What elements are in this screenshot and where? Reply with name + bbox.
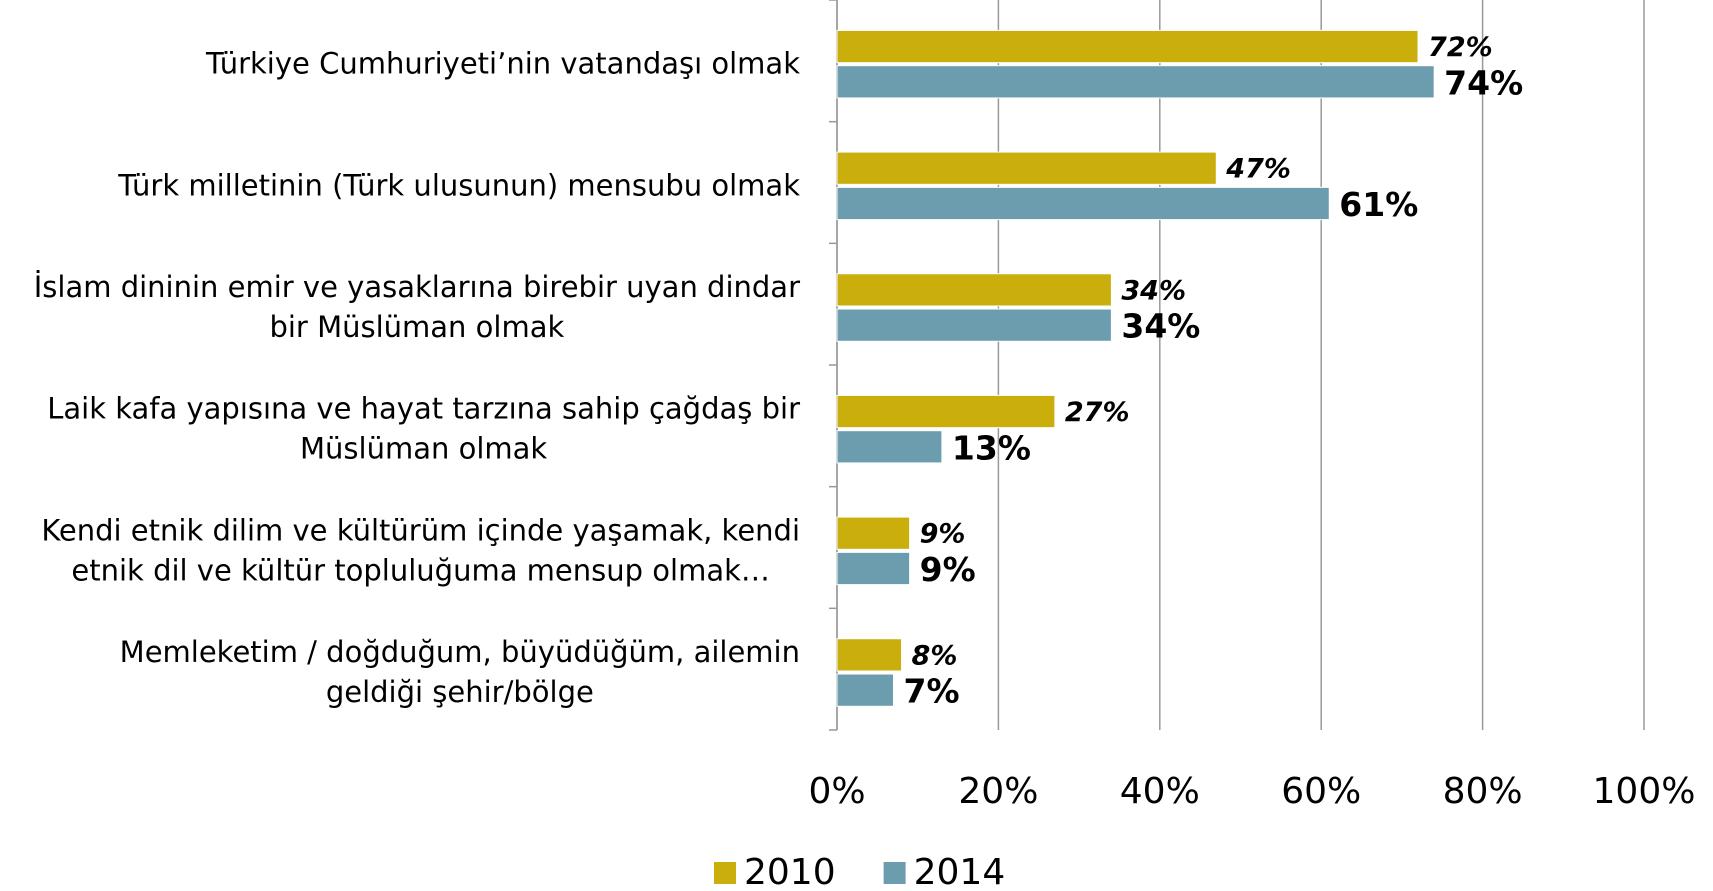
x-tick-label: 100% [1593,771,1696,812]
legend-swatch [883,862,906,884]
value-label: 61% [1339,185,1418,224]
value-label: 7% [903,672,959,711]
x-tick-label: 20% [958,771,1038,812]
value-label: 34% [1121,275,1186,306]
bar [836,273,1112,307]
value-label: 72% [1428,32,1493,63]
y-tick-label: İslam dininin emir ve yasaklarına birebi… [34,270,800,304]
value-label: 9% [920,550,976,589]
y-tick-label: Türkiye Cumhuriyeti’nin vatandaşı olmak [205,47,800,81]
y-tick-label: Memleketim / doğduğum, büyüdüğüm, ailemi… [120,635,800,669]
bar [836,186,1330,221]
y-tick-label: Laik kafa yapısına ve hayat tarzına sahi… [47,392,800,426]
bar [836,638,903,672]
x-tick-label: 80% [1443,771,1523,812]
legend-label: 2014 [914,852,1006,891]
bar [836,551,911,586]
value-label: 13% [952,428,1031,467]
y-tick-label: bir Müslüman olmak [269,310,564,344]
legend-swatch [714,862,736,884]
x-tick-label: 0% [808,771,865,812]
x-tick-label: 60% [1281,771,1361,812]
value-label: 8% [912,640,958,671]
bar [836,29,1419,64]
y-tick-label: Kendi etnik dilim ve kültürüm içinde yaş… [41,513,800,547]
bar [836,308,1112,342]
value-label: 34% [1121,307,1200,346]
y-tick-label: Türk milletinin (Türk ulusunun) mensubu … [117,168,800,202]
y-tick-label: geldiği şehir/bölge [326,675,594,709]
value-label: 74% [1444,63,1523,102]
y-tick-label: Müslüman olmak [300,432,547,466]
bar [836,394,1056,429]
bar [836,516,911,550]
legend-label: 2010 [744,852,836,891]
y-tick-label: etnik dil ve kültür topluluğuma mensup o… [71,553,769,587]
value-label: 9% [920,519,966,550]
bar [836,430,943,464]
bar [836,65,1435,99]
bar [836,151,1217,185]
x-tick-label: 40% [1120,771,1200,812]
value-label: 47% [1225,154,1291,185]
bar [836,673,894,707]
value-label: 27% [1065,397,1130,428]
